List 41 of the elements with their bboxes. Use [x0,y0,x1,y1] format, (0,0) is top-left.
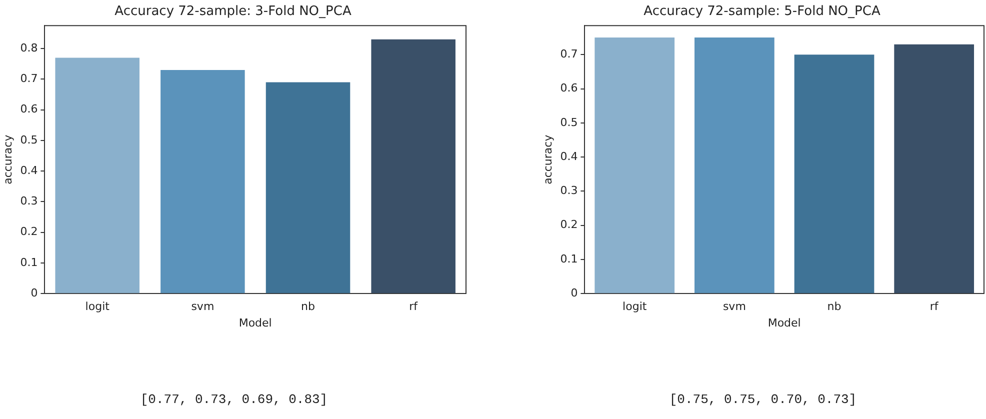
y-tick-label: 0.2 [20,225,38,238]
y-tick-label: 0 [30,286,38,300]
bar [894,44,974,294]
y-axis-title: accuracy [541,134,554,184]
chart-title: Accuracy 72-sample: 5-Fold NO_PCA [644,4,880,20]
x-tick-label: svm [191,300,214,314]
y-tick-label: 0.3 [560,184,578,198]
chart-title: Accuracy 72-sample: 3-Fold NO_PCA [114,4,352,20]
y-tick-label: 0.5 [20,133,38,146]
y-tick-label: 0.3 [20,194,38,208]
y-tick-label: 0.2 [560,218,578,232]
x-tick-label: rf [409,300,419,314]
x-tick-label: svm [722,300,746,314]
x-axis-title: Model [238,316,272,330]
bar [55,58,140,294]
y-tick-label: 0 [570,286,578,300]
y-tick-label: 0.5 [560,116,578,129]
y-tick-label: 0.6 [560,82,578,95]
y-tick-label: 0.6 [20,102,38,116]
y-tick-label: 0.1 [20,256,38,269]
text: [0.75, 0.75, 0.70, 0.73] [668,392,858,407]
y-tick-label: 0.7 [560,47,578,60]
bar [794,54,874,294]
y-tick-label: 0.4 [560,150,578,163]
x-tick-label: rf [930,300,940,314]
y-axis-title: accuracy [1,134,14,184]
y-tick-label: 0.1 [560,252,578,266]
y-tick-label: 0.4 [20,164,38,177]
text: [0.77, 0.73, 0.69, 0.83] [139,392,329,407]
bar [694,38,774,294]
x-axis-title: Model [768,316,801,330]
bar [266,82,350,294]
y-tick-label: 0.7 [20,72,38,86]
bar [160,70,245,294]
y-tick-label: 0.8 [20,41,38,54]
x-tick-label: logit [622,300,648,314]
x-tick-label: logit [85,300,110,314]
x-tick-label: nb [301,300,315,314]
x-tick-label: nb [827,300,842,314]
bar [594,38,675,294]
bar [371,39,456,294]
